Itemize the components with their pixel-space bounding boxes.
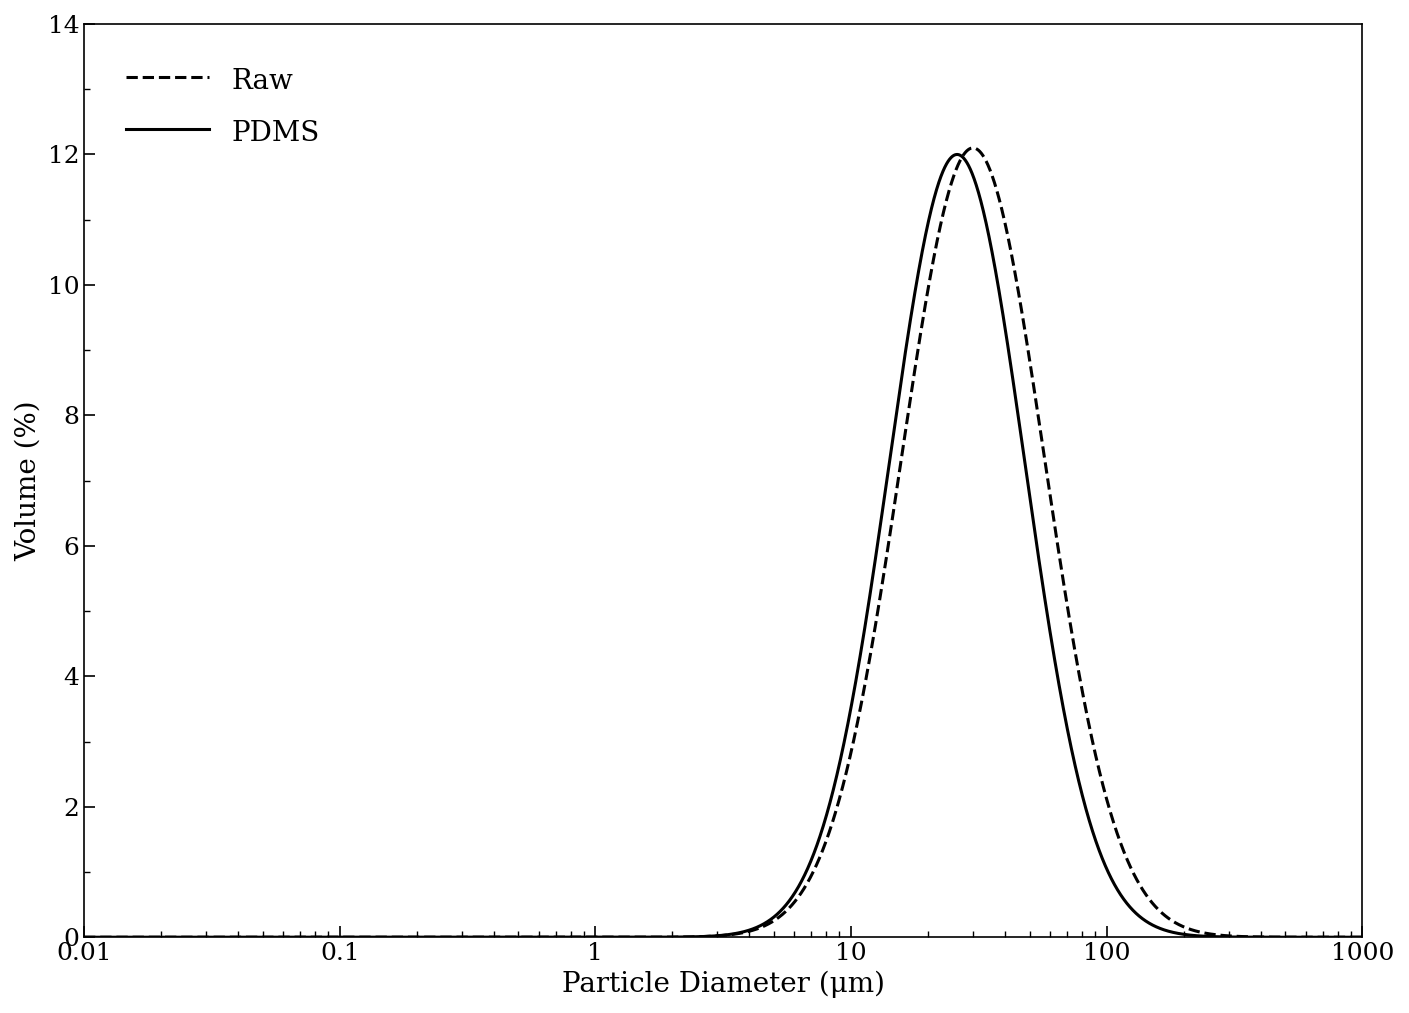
Raw [307,931,324,943]
PDMS [1127,907,1144,919]
Line: PDMS: PDMS [85,154,1363,937]
Raw [76,931,93,943]
PDMS [948,148,965,160]
Legend: Raw, PDMS: Raw, PDMS [99,37,347,175]
Y-axis label: Volume (%): Volume (%) [15,400,42,561]
PDMS [1354,931,1371,943]
Line: Raw: Raw [85,148,1363,937]
PDMS [907,284,924,296]
Raw [907,361,924,373]
Raw [964,142,981,154]
Raw [1127,871,1144,883]
Raw [1354,931,1371,943]
Raw [1030,409,1047,421]
X-axis label: Particle Diameter (μm): Particle Diameter (μm) [562,970,885,998]
Raw [564,931,581,943]
PDMS [843,703,859,715]
Raw [843,748,859,760]
PDMS [76,931,93,943]
PDMS [307,931,324,943]
PDMS [1030,548,1047,560]
PDMS [564,931,581,943]
